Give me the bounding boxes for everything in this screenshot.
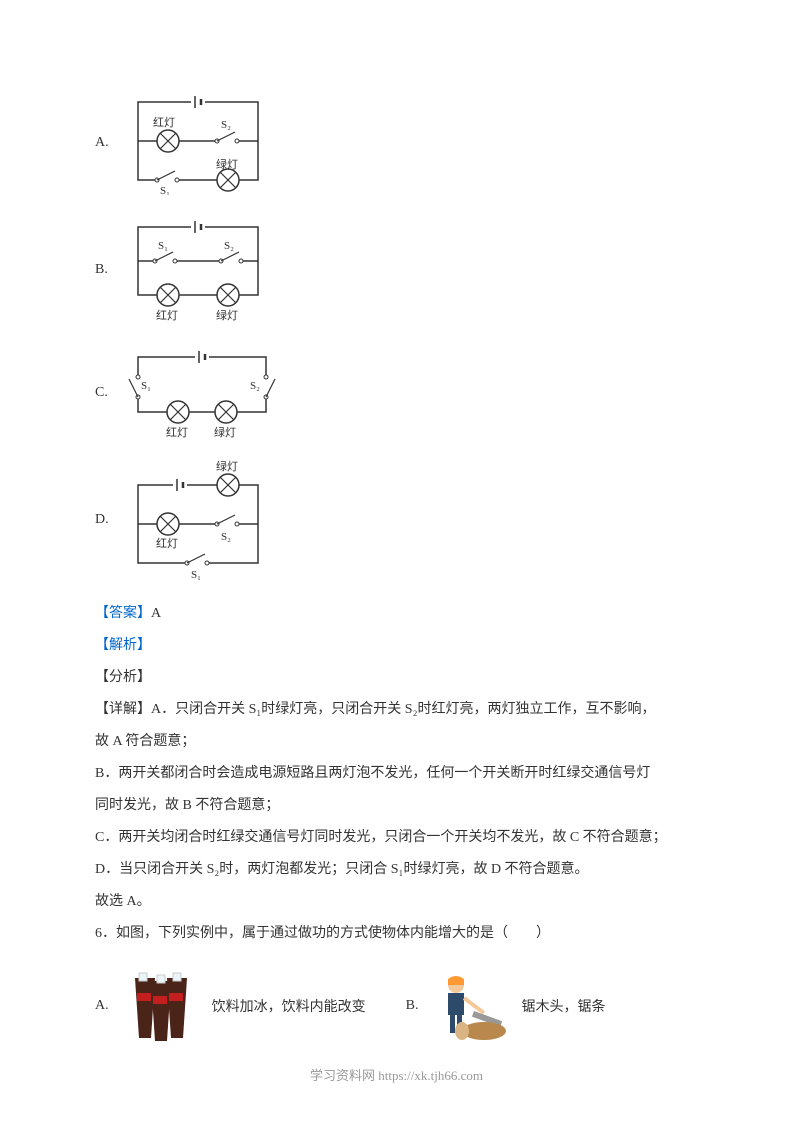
circuit-d-diagram: 绿灯 红灯 S₂ S₁ [123,460,273,580]
conclusion: 故选 A。 [95,888,698,916]
detail-a2: 故 A 符合题意； [95,728,698,756]
svg-text:红灯: 红灯 [153,116,175,129]
svg-text:S₂: S₂ [250,380,260,392]
option-a-row: A. 红灯 S₂ S₁ 绿灯 [95,90,698,195]
svg-text:绿灯: 绿灯 [216,157,238,171]
detail-d: D．当只闭合开关 S₂时，两灯泡都发光；只闭合 S₁时绿灯亮，故 D 不符合题意… [95,856,698,884]
q6-b-text: 锯木头，锯条 [521,996,605,1016]
svg-text:绿灯: 绿灯 [216,460,238,473]
svg-text:绿灯: 绿灯 [216,308,238,322]
analysis-label: 【解析】 [95,632,698,660]
circuit-b-diagram: S₁ S₂ 红灯 绿灯 [123,215,273,325]
svg-text:红灯: 红灯 [166,426,188,439]
page-footer: 学习资料网 https://xk.tjh66.com [0,1065,793,1084]
detail-c: C．两开关均闭合时红绿交通信号灯同时发光，只闭合一个开关均不发光，故 C 不符合… [95,824,698,852]
q6-option-a: A. 饮料加冰，饮料内能改变 [95,963,366,1048]
detail-b2: 同时发光，故 B 不符合题意； [95,792,698,820]
svg-text:S₁: S₁ [191,569,201,580]
detail-b: B．两开关都闭合时会造成电源短路且两灯泡不发光，任何一个开关断开时红绿交通信号灯 [95,760,698,788]
option-c-row: C. S₁ S₂ 红灯 绿灯 [95,345,698,440]
detail-a: 【详解】A．只闭合开关 S₁时绿灯亮，只闭合开关 S₂时红灯亮，两灯独立工作，互… [95,696,698,724]
answer-label: 【答案】 [95,606,151,621]
option-c-letter: C. [95,385,113,401]
option-d-row: D. 绿灯 红灯 S₂ S₁ [95,460,698,580]
option-a-letter: A. [95,135,113,151]
svg-text:S₂: S₂ [221,119,231,131]
option-b-row: B. S₁ S₂ 红灯 绿灯 [95,215,698,325]
answer-line: 【答案】A [95,600,698,628]
svg-text:红灯: 红灯 [156,309,178,322]
q6-a-letter: A. [95,998,109,1014]
svg-text:红灯: 红灯 [156,537,178,550]
section-label: 【分析】 [95,664,698,692]
q6-b-letter: B. [406,998,419,1014]
svg-text:S₁: S₁ [160,185,170,195]
circuit-c-diagram: S₁ S₂ 红灯 绿灯 [123,345,278,440]
option-b-letter: B. [95,262,113,278]
option-d-letter: D. [95,512,113,528]
svg-text:S₁: S₁ [158,240,168,252]
q6-a-text: 饮料加冰，饮料内能改变 [212,996,366,1016]
svg-text:S₂: S₂ [224,240,234,252]
sawing-wood-image [426,963,511,1048]
q6-option-b: B. 锯木头，锯条 [406,963,606,1048]
circuit-a-diagram: 红灯 S₂ S₁ 绿灯 [123,90,273,195]
svg-text:S₂: S₂ [221,531,231,543]
q6-options-row: A. 饮料加冰，饮料内能改变 B. [95,963,698,1048]
q6-stem: 6．如图，下列实例中，属于通过做功的方式使物体内能增大的是（ ） [95,920,698,948]
explanation-block: 【答案】A 【解析】 【分析】 【详解】A．只闭合开关 S₁时绿灯亮，只闭合开关… [95,600,698,948]
svg-text:绿灯: 绿灯 [214,425,236,439]
svg-text:S₁: S₁ [141,380,151,392]
answer-value: A [151,606,161,621]
cola-ice-image [117,963,202,1048]
